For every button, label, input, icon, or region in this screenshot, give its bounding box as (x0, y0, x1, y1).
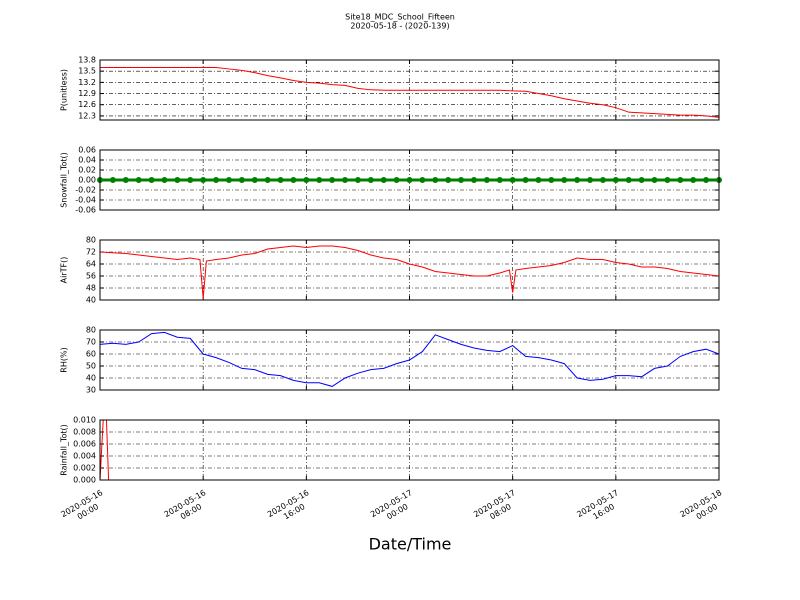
y-tick-label: 0.002 (73, 464, 96, 473)
point (329, 177, 336, 183)
y-tick-label: 0.008 (73, 428, 96, 437)
point (148, 177, 155, 183)
axes-frame (99, 329, 720, 391)
y-tick-label: 50 (86, 362, 96, 371)
point (458, 177, 465, 183)
y-tick-label: -0.02 (75, 186, 96, 195)
point (445, 177, 452, 183)
y-axis-label: Rainfall_Tot() (60, 424, 69, 476)
y-axis-label: Snowfall_Tot() (60, 152, 69, 208)
point (238, 177, 245, 183)
series-line (100, 66, 719, 118)
y-tick-label: -0.06 (75, 206, 96, 215)
y-tick-label: 0.004 (73, 452, 96, 461)
point (612, 177, 619, 183)
y-tick-label: 64 (86, 260, 96, 269)
point (213, 177, 220, 183)
y-tick-label: 0.000 (73, 476, 96, 485)
y-tick-label: 56 (86, 272, 96, 281)
y-tick-label: 40 (86, 296, 96, 305)
point (187, 177, 194, 183)
y-axis-label: RH(%) (60, 347, 69, 372)
point (638, 177, 645, 183)
point (367, 177, 374, 183)
point (535, 177, 542, 183)
point (574, 177, 581, 183)
point (135, 177, 142, 183)
point (483, 177, 490, 183)
y-tick-label: 0.04 (78, 156, 96, 165)
series-line (100, 331, 719, 387)
y-tick-label: 0.010 (73, 416, 96, 425)
point (354, 177, 361, 183)
figure-subtitle: 2020-05-18 - (2020-139) (350, 22, 449, 31)
point (342, 177, 349, 183)
axes-frame (99, 419, 720, 481)
y-tick-label: 12.6 (78, 100, 96, 109)
point (651, 177, 658, 183)
point (225, 177, 232, 183)
point (561, 177, 568, 183)
point (393, 177, 400, 183)
y-axis-label: P(unitless) (60, 69, 69, 111)
y-tick-label: 13.2 (78, 78, 96, 87)
y-tick-label: 48 (86, 284, 96, 293)
y-tick-label: 40 (86, 374, 96, 383)
y-tick-label: 13.5 (78, 67, 96, 76)
y-tick-label: 13.8 (78, 56, 96, 65)
point (316, 177, 323, 183)
point (277, 177, 284, 183)
axes-frame (99, 59, 720, 121)
point (380, 177, 387, 183)
point (625, 177, 632, 183)
point (432, 177, 439, 183)
y-tick-label: 72 (86, 248, 96, 257)
y-tick-label: 0.006 (73, 440, 96, 449)
y-tick-label: 70 (86, 338, 96, 347)
x-axis-label: Date/Time (369, 535, 452, 554)
y-tick-label: 0.00 (78, 176, 96, 185)
point (109, 177, 116, 183)
y-axis-label: AirTF() (60, 257, 69, 284)
point (419, 177, 426, 183)
point (406, 177, 413, 183)
y-tick-label: 0.02 (78, 166, 96, 175)
point (587, 177, 594, 183)
y-tick-label: 80 (86, 326, 96, 335)
point (264, 177, 271, 183)
y-tick-label: 60 (86, 350, 96, 359)
series-line (100, 245, 719, 299)
y-tick-label: 0.06 (78, 146, 96, 155)
point (200, 177, 207, 183)
point (690, 177, 697, 183)
point (303, 177, 310, 183)
point (122, 177, 129, 183)
point (677, 177, 684, 183)
point (599, 177, 606, 183)
point (548, 177, 555, 183)
point (161, 177, 168, 183)
point (664, 177, 671, 183)
point (174, 177, 181, 183)
point (522, 177, 529, 183)
point (509, 177, 516, 183)
y-tick-label: 30 (86, 386, 96, 395)
y-tick-label: -0.04 (75, 196, 96, 205)
point (470, 177, 477, 183)
y-tick-label: 12.3 (78, 111, 96, 120)
figure-title: Site18_MDC_School_Fifteen (345, 13, 455, 22)
series-line (100, 420, 719, 480)
point (496, 177, 503, 183)
axes-frame (99, 149, 720, 211)
y-tick-label: 80 (86, 236, 96, 245)
point (703, 177, 710, 183)
point (290, 177, 297, 183)
axes-frame (99, 239, 720, 301)
y-tick-label: 12.9 (78, 89, 96, 98)
point (251, 177, 258, 183)
